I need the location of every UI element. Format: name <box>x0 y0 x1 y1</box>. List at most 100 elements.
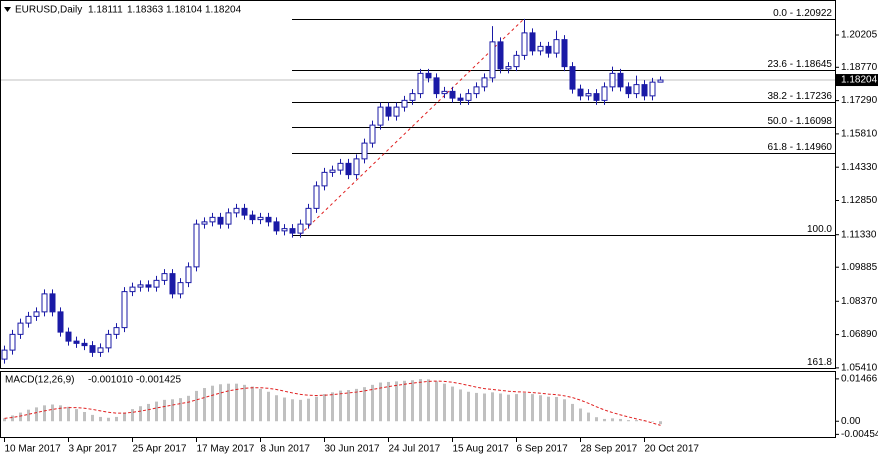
candle-body <box>377 106 384 126</box>
candle-body <box>529 32 536 52</box>
y-tick-label: 1.12850 <box>841 195 878 206</box>
candle-body <box>129 286 136 293</box>
macd-bar <box>499 393 502 422</box>
candle-body <box>513 54 520 68</box>
candle-body <box>457 97 464 101</box>
y-tick-label: 1.17290 <box>841 95 878 106</box>
macd-bar <box>563 399 566 422</box>
macd-bar <box>187 395 190 422</box>
candle-body <box>313 185 320 209</box>
macd-bar <box>171 399 174 422</box>
candle-body <box>121 291 128 329</box>
macd-bar <box>491 392 494 422</box>
fib-label: 100.0 <box>807 224 832 235</box>
macd-bar <box>267 391 270 422</box>
macd-bar <box>371 384 374 422</box>
macd-bar <box>507 394 510 422</box>
candle-body <box>249 214 256 221</box>
last-high: 1.18363 <box>127 5 164 16</box>
candle-body <box>321 171 328 187</box>
y-tick-label: 1.18770 <box>841 62 878 73</box>
x-tick-label: 25 Apr 2017 <box>133 444 187 455</box>
macd-bar <box>427 379 430 422</box>
x-tick-label: 15 Aug 2017 <box>453 444 510 455</box>
candle-body <box>537 45 544 52</box>
macd-bar <box>59 405 62 422</box>
candle-body <box>257 216 264 221</box>
candle-body <box>585 93 592 97</box>
macd-readout: -0.001425 <box>136 375 181 386</box>
macd-bar <box>291 399 294 422</box>
fib-label: 50.0 - 1.16098 <box>768 116 833 127</box>
macd-bar <box>323 394 326 422</box>
macd-bar <box>283 397 286 422</box>
candle-body <box>385 106 392 117</box>
macd-bar <box>307 398 310 422</box>
candle-body <box>73 340 80 344</box>
macd-bar <box>531 394 534 422</box>
y-tick-label: 1.15810 <box>841 129 878 140</box>
menu-arrow[interactable] <box>4 7 11 12</box>
macd-bar <box>395 381 398 422</box>
x-tick-label: 17 May 2017 <box>197 444 255 455</box>
candle-body <box>433 77 440 95</box>
macd-tick-label: 0.01466 <box>841 374 878 385</box>
candle-body <box>393 106 400 117</box>
macd-bar <box>227 383 230 422</box>
candle-body <box>481 77 488 88</box>
macd-tick-label: 0.00 <box>841 416 861 427</box>
macd-bar <box>475 392 478 422</box>
macd-bar <box>603 418 606 422</box>
macd-signal <box>4 380 661 426</box>
macd-bar <box>67 406 70 422</box>
y-tick-label: 1.11330 <box>841 229 877 240</box>
candle-body <box>369 124 376 144</box>
macd-bar <box>539 395 542 422</box>
candle-body <box>289 228 296 234</box>
macd-title: MACD(12,26,9) <box>5 375 74 386</box>
candle-body <box>417 72 424 95</box>
macd-bar <box>363 387 366 422</box>
candle-body <box>553 39 560 54</box>
macd-bar <box>211 385 214 422</box>
macd-bar <box>403 380 406 422</box>
x-tick-label: 8 Jun 2017 <box>261 444 311 455</box>
macd-bar <box>195 390 198 422</box>
candle-body <box>65 331 72 342</box>
candle-body <box>569 66 576 90</box>
macd-bar <box>203 388 206 422</box>
macd-bar <box>659 421 662 425</box>
x-tick-label: 30 Jun 2017 <box>325 444 380 455</box>
candle-body <box>9 333 16 351</box>
macd-bar <box>339 390 342 422</box>
macd-bar <box>83 411 86 422</box>
candle-body <box>577 88 584 97</box>
trendline <box>299 18 525 236</box>
macd-bar <box>595 417 598 422</box>
macd-readout: -0.001010 <box>88 375 133 386</box>
macd-bar <box>483 393 486 422</box>
x-tick-label: 20 Oct 2017 <box>645 444 700 455</box>
candle-body <box>305 207 312 225</box>
y-tick-label: 1.06890 <box>841 329 878 340</box>
y-tick-label: 1.14330 <box>841 162 878 173</box>
candle-body <box>361 142 368 160</box>
candle-body <box>593 93 600 101</box>
candle-body <box>345 162 352 176</box>
y-tick-label: 1.09885 <box>841 262 878 273</box>
fib-label: 0.0 - 1.20922 <box>773 8 832 19</box>
candle-body <box>601 86 608 101</box>
candle-body <box>17 322 24 335</box>
macd-bar <box>35 407 38 422</box>
macd-bar <box>443 383 446 422</box>
y-tick-label: 1.20205 <box>841 30 878 41</box>
macd-bar <box>11 415 14 422</box>
candle-body <box>425 72 432 79</box>
candle-body <box>505 66 512 70</box>
candle-body <box>177 282 184 295</box>
macd-bar <box>355 388 358 422</box>
candle-body <box>273 221 280 232</box>
macd-bar <box>379 382 382 422</box>
current-price-tag <box>836 74 878 87</box>
